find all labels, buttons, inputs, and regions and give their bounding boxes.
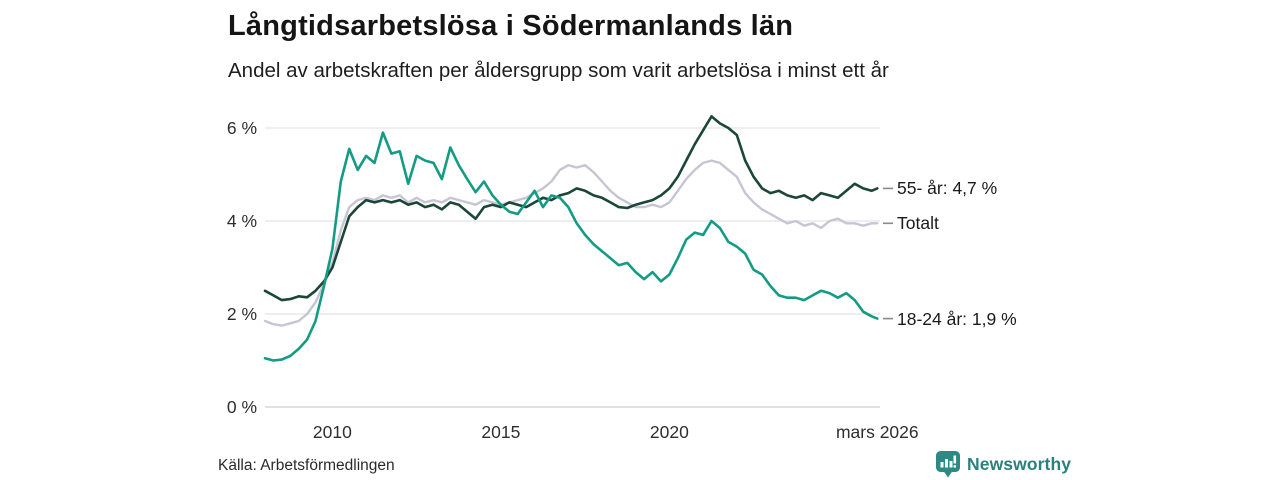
x-tick-label: 2010	[313, 422, 352, 442]
series-line-18-24-ar	[263, 131, 879, 362]
series-end-label-55-ar: 55- år: 4,7 %	[897, 178, 998, 199]
y-tick-label: 2 %	[227, 304, 257, 324]
y-tick-label: 6 %	[227, 118, 257, 138]
x-tick-label: 2020	[650, 422, 689, 442]
logo-wordmark: Newsworthy	[967, 454, 1072, 474]
series-end-label-totalt: Totalt	[897, 213, 939, 234]
source-note: Källa: Arbetsförmedlingen	[218, 457, 395, 474]
y-tick-label: 0 %	[227, 397, 257, 417]
newsworthy-logo: Newsworthy	[936, 451, 1071, 478]
series-end-label-18-24-ar: 18-24 år: 1,9 %	[897, 308, 1017, 329]
series-line-totalt	[263, 159, 879, 327]
page-title: Långtidsarbetslösa i Södermanlands län	[228, 10, 794, 42]
bar-chart-speech-bubble-icon	[936, 451, 960, 478]
series-line-55-ar	[263, 115, 879, 302]
y-tick-label: 4 %	[227, 211, 257, 231]
x-tick-label: 2015	[481, 422, 520, 442]
chart-subtitle: Andel av arbetskraften per åldersgrupp s…	[228, 59, 889, 82]
x-tick-label: mars 2026	[836, 422, 919, 442]
